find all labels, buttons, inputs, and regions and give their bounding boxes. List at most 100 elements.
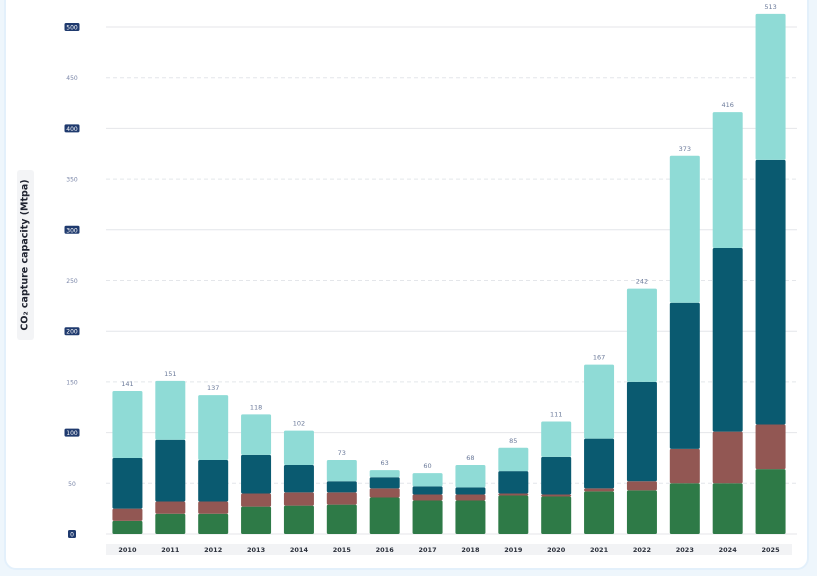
y-axis-ticks: 0 50 100 150 200 250 300 350 400 450 500 [64, 23, 80, 539]
bar-segment [412, 473, 443, 487]
bar-segment [541, 496, 572, 534]
bar-stack [155, 380, 186, 534]
total-label: 151 [164, 370, 176, 378]
x-tick-label: 2013 [247, 546, 265, 554]
y-tick-badge [64, 327, 80, 336]
bar-stack [584, 364, 615, 534]
bar-stack [498, 447, 529, 534]
total-label: 63 [381, 459, 389, 467]
x-tick-label: 2020 [547, 546, 566, 554]
bar-segment [369, 477, 400, 489]
bar-segment [369, 488, 400, 498]
bar-segment [455, 465, 486, 488]
y-tick-label: 150 [66, 379, 78, 386]
bar-segment [112, 457, 143, 509]
bar-stack [112, 391, 143, 534]
bar-segment [198, 513, 229, 534]
bar-segment [241, 493, 272, 507]
bar-segment [155, 439, 186, 502]
bar-stack [369, 470, 400, 534]
bar-segment [369, 497, 400, 534]
x-tick-label: 2017 [419, 546, 437, 554]
total-label: 167 [593, 354, 605, 362]
bar-segment [283, 492, 314, 506]
bar-stack [755, 13, 786, 534]
bar-segment [283, 465, 314, 493]
x-axis-ticks: 2010 2011 2012 2013 2014 2015 2016 2017 2018 2019… [118, 546, 780, 554]
bar-segment [498, 495, 529, 534]
bar-segment [283, 505, 314, 534]
bar-segment [198, 501, 229, 514]
bar-segment [755, 13, 786, 160]
x-tick-label: 2021 [590, 546, 609, 554]
bar-segment [755, 159, 786, 425]
x-tick-label: 2025 [762, 546, 781, 554]
bar-segment [541, 421, 572, 457]
bar-segment [626, 481, 657, 491]
bar-segment [455, 487, 486, 495]
bar-segment [112, 508, 143, 521]
y-tick-badge [64, 124, 80, 133]
y-tick-badge [64, 23, 80, 31]
total-label: 141 [121, 380, 133, 388]
bar-stack [198, 395, 229, 534]
bar-segment [755, 424, 786, 470]
bar-segment [626, 490, 657, 534]
bar-segment [455, 494, 486, 501]
total-label: 118 [250, 403, 262, 411]
bar-segment [412, 500, 443, 534]
bar-segment [412, 486, 443, 495]
bar-segment [584, 438, 615, 489]
total-label: 373 [679, 145, 691, 153]
bar-segment [541, 494, 572, 497]
x-tick-label: 2010 [118, 546, 137, 554]
bar-segment [455, 500, 486, 534]
y-tick-label: 250 [66, 278, 78, 285]
x-tick-label: 2014 [290, 546, 309, 554]
bar-segment [155, 501, 186, 514]
bar-segment [241, 414, 272, 455]
total-label: 242 [636, 278, 648, 286]
x-tick-label: 2018 [461, 546, 480, 554]
bar-segment [369, 470, 400, 478]
y-tick-badge [64, 428, 80, 437]
y-tick-label: 350 [66, 177, 78, 184]
y-tick-badge [68, 530, 76, 538]
bar-segment [326, 492, 357, 505]
total-label: 137 [207, 384, 219, 392]
y-axis-label-box [17, 170, 34, 340]
bar-stack [412, 473, 443, 534]
y-tick-label: 500 [66, 25, 78, 32]
bars [112, 13, 786, 534]
y-tick-label: 400 [66, 126, 78, 133]
total-label: 85 [509, 437, 517, 445]
bar-stack [283, 430, 314, 534]
bar-segment [198, 459, 229, 502]
bar-segment [326, 504, 357, 534]
bar-segment [712, 112, 743, 249]
x-tick-label: 2022 [633, 546, 651, 554]
total-label: 416 [721, 101, 733, 109]
bar-segment [669, 155, 700, 303]
total-label: 60 [423, 462, 431, 470]
bar-stack [626, 288, 657, 534]
bar-segment [669, 302, 700, 449]
bar-segment [112, 391, 143, 458]
bar-stack [455, 465, 486, 534]
bar-segment [584, 491, 615, 534]
bar-segment [626, 288, 657, 382]
y-tick-label: 50 [68, 481, 76, 488]
y-tick-label: 300 [66, 227, 78, 234]
bar-segment [755, 469, 786, 534]
y-tick-label: 450 [66, 75, 78, 82]
bar-segment [541, 456, 572, 495]
x-axis-band [106, 544, 792, 555]
bar-segment [498, 447, 529, 472]
bar-stack [326, 459, 357, 534]
bar-segment [584, 488, 615, 492]
bar-stack [669, 155, 700, 534]
bar-stack [241, 414, 272, 534]
bar-segment [712, 248, 743, 432]
x-tick-label: 2016 [376, 546, 395, 554]
total-label: 68 [466, 454, 474, 462]
